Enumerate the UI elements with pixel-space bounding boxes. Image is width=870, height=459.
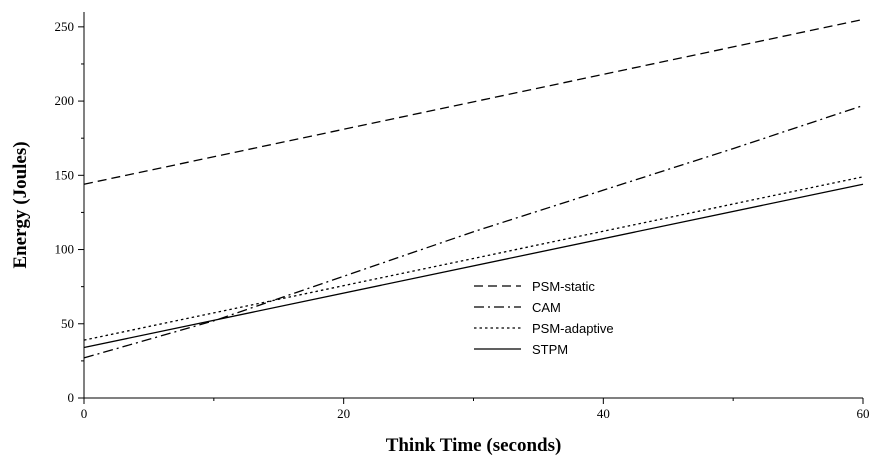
x-tick-label: 60 (857, 406, 870, 421)
series-line-psm-static (83, 18, 864, 185)
y-tick-label: 150 (55, 167, 75, 182)
legend-label: PSM-adaptive (532, 321, 614, 336)
legend: PSM-static CAM PSM-adaptive STPM (474, 279, 614, 357)
legend-label: STPM (532, 342, 568, 357)
y-axis-title: Energy (Joules) (10, 141, 31, 268)
y-tick-label: 100 (55, 242, 75, 257)
series-line-psm-adaptive (83, 176, 864, 341)
legend-label: PSM-static (532, 279, 595, 294)
y-tick-label: 250 (55, 19, 75, 34)
axes (83, 12, 863, 399)
x-tick-label: 20 (337, 406, 350, 421)
series-line-stpm (83, 183, 864, 349)
y-tick-label: 50 (61, 316, 74, 331)
legend-label: CAM (532, 300, 561, 315)
series-layer (83, 18, 864, 359)
x-tick-label: 0 (81, 406, 88, 421)
x-tick-label: 40 (597, 406, 610, 421)
x-axis-title: Think Time (seconds) (386, 435, 562, 456)
y-tick-label: 200 (55, 93, 75, 108)
ticks: 0 20 40 60 0 50 100 150 200 250 (55, 19, 870, 421)
series-line-cam (83, 104, 864, 359)
y-tick-label: 0 (68, 390, 75, 405)
